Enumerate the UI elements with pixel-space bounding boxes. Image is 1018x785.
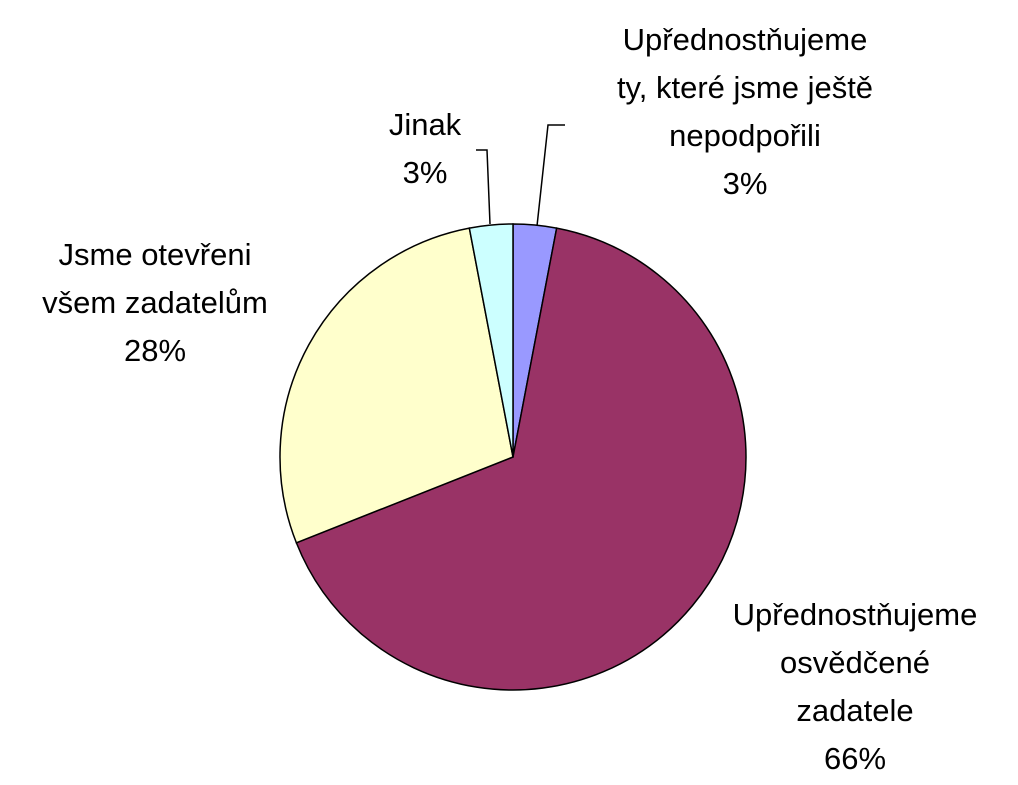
slice-value: 3% [722, 166, 768, 201]
slice-name: Jsme otevřeni všem zadatelům [42, 237, 268, 320]
slice-name: Jinak [388, 107, 462, 142]
slice-value: 3% [402, 155, 448, 190]
pie-slice [295, 227, 747, 691]
slice-value: 28% [123, 333, 187, 368]
slice-name: Upřednostňujeme osvědčené zadatele [732, 597, 978, 728]
slice-value: 66% [823, 741, 887, 776]
slice-label: Upřednostňujeme osvědčené zadatele 66% [733, 591, 978, 783]
pie-slice [279, 227, 514, 544]
slice-label: Jinak 3% [389, 101, 461, 197]
slice-label: Upřednostňujeme ty, které jsme ještě nep… [617, 16, 873, 208]
slice-name: Upřednostňujeme ty, které jsme ještě nep… [616, 22, 874, 153]
leader-line [536, 124, 565, 227]
leader-line [476, 149, 491, 225]
pie-slice [468, 223, 514, 458]
slice-label: Jsme otevřeni všem zadatelům 28% [42, 231, 268, 375]
